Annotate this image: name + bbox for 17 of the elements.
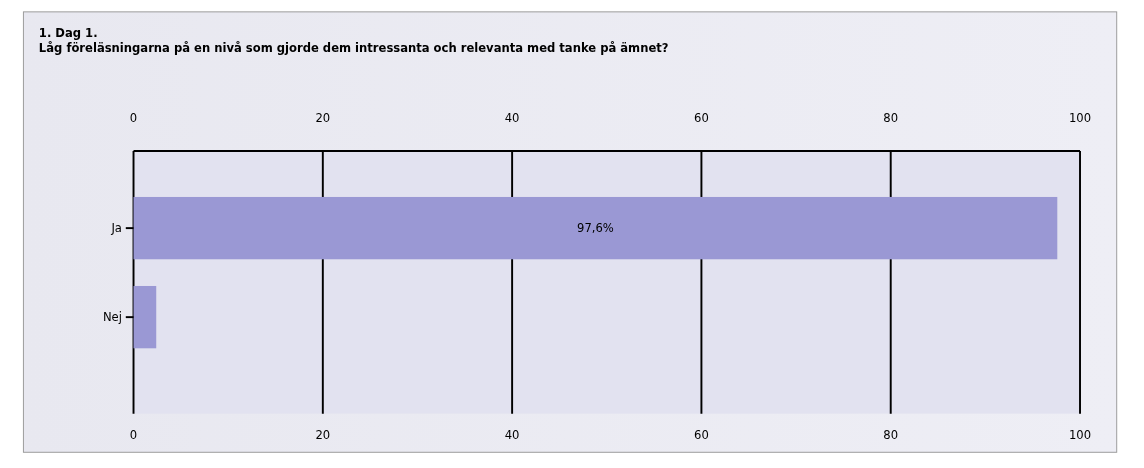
x2-tick-label: 80	[883, 427, 899, 442]
data-label: 97,6%	[577, 220, 614, 235]
x-tick-label: 0	[129, 110, 138, 125]
x-tick-label: 100	[1068, 110, 1092, 125]
x2-tick-label: 60	[694, 427, 709, 442]
x-tick-label: 20	[315, 110, 331, 125]
x-tick-label: 40	[504, 110, 520, 125]
chart-subtitle: Låg föreläsningarna på en nivå som gjorde dem intressanta och relevanta med tanke på ämnet?	[38, 41, 669, 56]
chart-title: 1. Dag 1.	[38, 25, 98, 40]
x2-tick-label: 100	[1068, 427, 1092, 442]
x-tick-label: 80	[883, 110, 899, 125]
y-tick-label: Ja	[110, 220, 122, 235]
x2-tick-label: 40	[504, 427, 520, 442]
x2-tick-label: 20	[315, 427, 331, 442]
x-tick-label: 60	[694, 110, 709, 125]
x2-tick-label: 0	[129, 427, 138, 442]
y-tick-label: Nej	[102, 310, 122, 325]
